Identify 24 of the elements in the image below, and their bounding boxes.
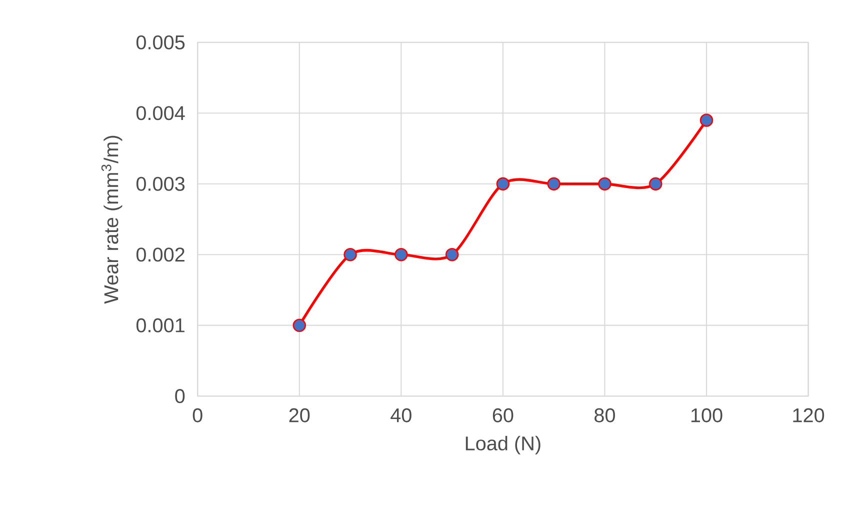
point bbox=[394, 248, 408, 262]
x-axis-title: Load (N) bbox=[466, 436, 540, 454]
point bbox=[344, 248, 357, 262]
y-tick-label: 0 bbox=[175, 389, 185, 404]
y-tick-label: 0.004 bbox=[136, 106, 185, 120]
y-tick-label: 0.005 bbox=[136, 35, 185, 50]
point bbox=[648, 177, 662, 191]
x-tick-label: 20 bbox=[289, 408, 310, 422]
x-tick-label: 120 bbox=[793, 408, 824, 422]
point bbox=[292, 318, 306, 332]
x-tick-label: 80 bbox=[594, 408, 615, 422]
x-tick-label: 60 bbox=[492, 408, 514, 422]
y-tick-label: 0.002 bbox=[136, 248, 184, 262]
point bbox=[496, 177, 510, 191]
point bbox=[445, 248, 459, 262]
y-tick-label: 0.003 bbox=[136, 176, 185, 191]
point bbox=[598, 177, 612, 191]
x-tick-label: 100 bbox=[691, 408, 722, 422]
y-axis-title: Wear rate (mm$^{3}$/m) bbox=[101, 136, 122, 304]
x-tick-label: 0 bbox=[192, 408, 202, 422]
x-tick-label: 40 bbox=[390, 408, 412, 422]
point bbox=[700, 114, 714, 127]
y-tick-label: 0.001 bbox=[136, 318, 184, 332]
point bbox=[547, 177, 560, 191]
